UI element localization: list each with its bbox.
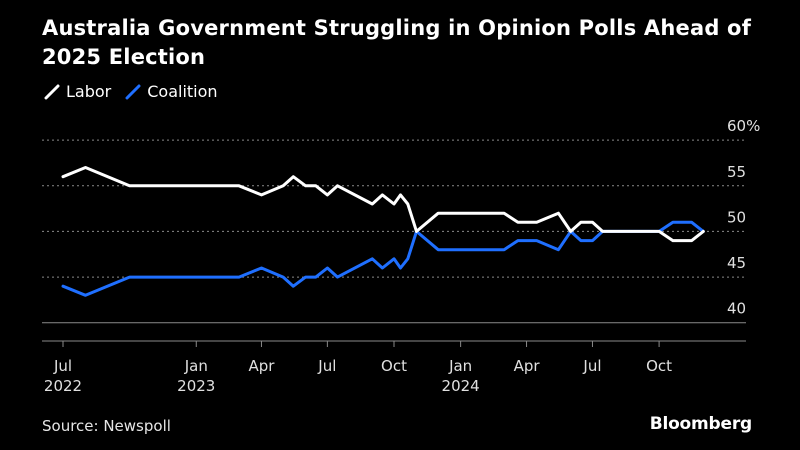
legend-swatch-coalition xyxy=(125,84,141,99)
x-tick-label-month: Jul xyxy=(317,357,336,375)
x-tick-label-month: Oct xyxy=(646,357,672,375)
y-tick-label: 40 xyxy=(727,300,746,318)
x-tick-label-year: 2023 xyxy=(177,377,215,395)
y-tick-label: 60% xyxy=(727,117,760,135)
x-tick-label-month: Jan xyxy=(448,357,472,375)
y-tick-label: 55 xyxy=(727,163,746,181)
legend-entry-coalition: Coalition xyxy=(125,82,218,101)
y-tick-label: 50 xyxy=(727,208,746,226)
y-tick-label: 45 xyxy=(727,254,746,272)
source-note: Source: Newspoll xyxy=(42,417,171,435)
series-line-coalition xyxy=(61,220,705,297)
bloomberg-logo: Bloomberg xyxy=(649,414,753,434)
series-line-labor xyxy=(61,166,705,243)
x-tick-label-month: Jul xyxy=(582,357,601,375)
legend-label-coalition: Coalition xyxy=(147,82,218,101)
chart-title: Australia Government Struggling in Opini… xyxy=(42,16,752,69)
x-tick-label-year: 2022 xyxy=(44,377,82,395)
x-tick-label-month: Oct xyxy=(381,357,407,375)
legend-swatch-labor xyxy=(44,84,60,99)
legend-entry-labor: Labor xyxy=(44,82,111,101)
x-tick-label-month: Jan xyxy=(184,357,208,375)
x-tick-label-year: 2024 xyxy=(442,377,480,395)
x-tick-label-month: Apr xyxy=(248,357,275,375)
legend: Labor Coalition xyxy=(44,82,232,101)
x-tick-label-month: Apr xyxy=(514,357,541,375)
x-tick-label-month: Jul xyxy=(53,357,72,375)
legend-label-labor: Labor xyxy=(66,82,112,101)
